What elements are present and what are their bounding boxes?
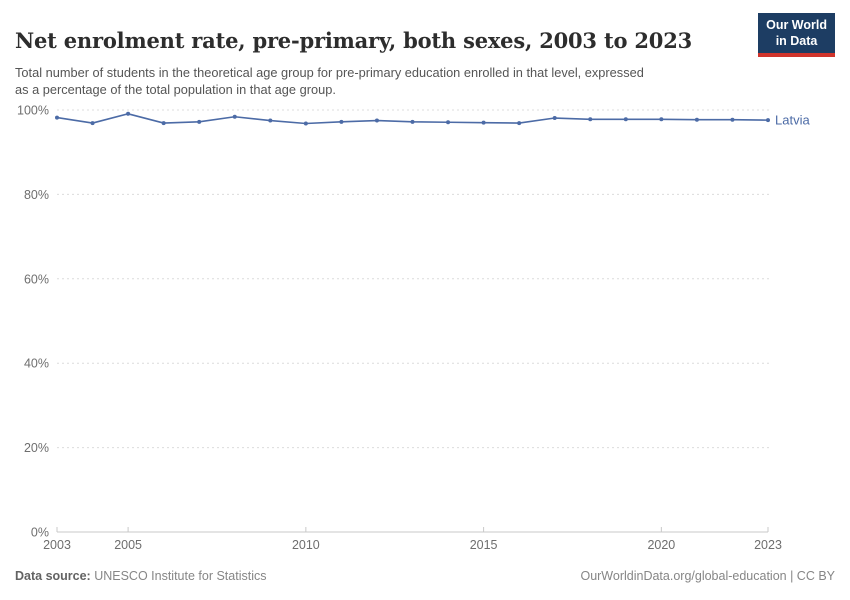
data-point[interactable] (517, 121, 522, 126)
y-axis-tick-label: 60% (24, 272, 49, 286)
page-title: Net enrolment rate, pre-primary, both se… (15, 28, 693, 54)
data-point[interactable] (303, 121, 308, 126)
data-point[interactable] (410, 119, 415, 124)
series-label[interactable]: Latvia (775, 113, 810, 128)
data-point[interactable] (588, 117, 593, 122)
data-point[interactable] (552, 116, 557, 121)
chart-subtitle: Total number of students in the theoreti… (15, 64, 644, 98)
owid-logo-line1: Our World (766, 18, 827, 32)
data-point[interactable] (481, 120, 486, 125)
data-point[interactable] (197, 119, 202, 124)
data-point[interactable] (232, 114, 237, 119)
x-axis-tick-label: 2020 (647, 538, 675, 552)
data-point[interactable] (374, 118, 379, 123)
y-axis-tick-label: 100% (17, 104, 49, 118)
y-axis-tick-label: 20% (24, 441, 49, 455)
owid-logo[interactable]: Our World in Data (758, 13, 835, 58)
data-point[interactable] (161, 121, 166, 126)
x-axis-tick-label: 2003 (43, 538, 71, 552)
data-point[interactable] (766, 118, 770, 123)
data-source-label: Data source: (15, 569, 91, 583)
data-point[interactable] (339, 119, 344, 124)
data-point[interactable] (623, 117, 628, 122)
x-axis-tick-label: 2015 (470, 538, 498, 552)
license-link[interactable]: OurWorldinData.org/global-education | CC… (580, 569, 835, 583)
line-chart-svg: 0% 20% 40% 60% 80% 100% 2003 2005 2010 2015 2020 20… (17, 104, 810, 553)
data-point[interactable] (268, 118, 273, 123)
data-point[interactable] (90, 121, 95, 126)
x-axis-tick-label: 2023 (754, 538, 782, 552)
data-point[interactable] (126, 111, 131, 116)
data-point[interactable] (446, 120, 451, 125)
owid-logo-line2: in Data (775, 33, 818, 48)
data-source-note: Data source: UNESCO Institute for Statis… (15, 569, 266, 583)
data-source-value: UNESCO Institute for Statistics (90, 569, 267, 583)
x-axis-tick-label: 2005 (114, 538, 142, 552)
data-point[interactable] (694, 117, 699, 122)
data-point[interactable] (55, 115, 59, 120)
chart-footer: Data source: UNESCO Institute for Statis… (15, 569, 835, 583)
x-axis-tick-label: 2010 (292, 538, 320, 552)
data-point[interactable] (659, 117, 664, 122)
y-axis-tick-label: 0% (31, 526, 49, 540)
data-point[interactable] (730, 117, 735, 122)
y-axis-tick-label: 40% (24, 357, 49, 371)
y-axis-tick-label: 80% (24, 188, 49, 202)
